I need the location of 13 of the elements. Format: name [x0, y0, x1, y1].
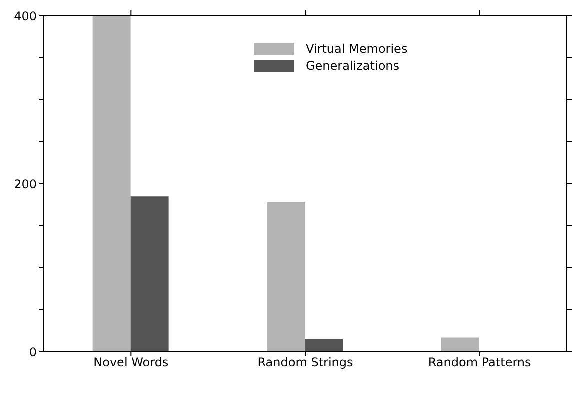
- bar: [130, 196, 169, 352]
- x-tick-label: Novel Words: [94, 356, 169, 370]
- legend-label: Generalizations: [306, 58, 400, 74]
- bar: [305, 339, 344, 352]
- y-tick-label: 200: [14, 177, 37, 192]
- legend-label: Virtual Memories: [306, 40, 408, 56]
- bar: [441, 338, 480, 352]
- bar: [92, 16, 131, 352]
- x-tick-label: Random Strings: [258, 356, 354, 370]
- x-tick-label: Random Patterns: [428, 356, 532, 370]
- y-tick-label: 400: [14, 9, 37, 24]
- y-tick-label: 0: [29, 345, 37, 360]
- bar: [267, 202, 306, 352]
